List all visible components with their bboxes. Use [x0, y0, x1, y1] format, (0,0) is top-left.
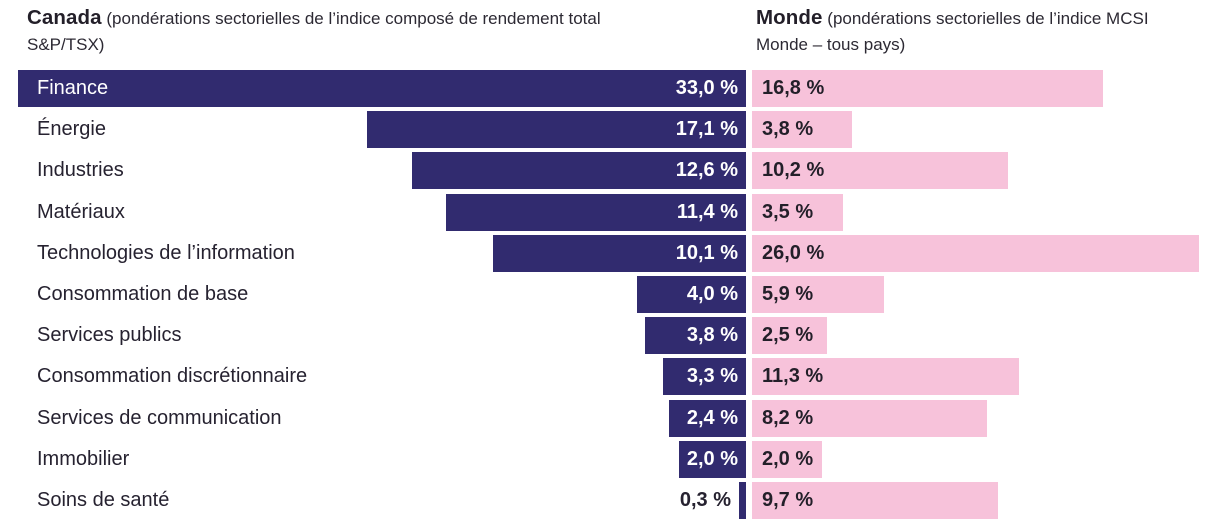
monde-bar — [752, 481, 998, 519]
monde-header: Monde (pondérations sectorielles de l’in… — [756, 5, 1202, 58]
canada-bar — [446, 193, 746, 231]
chart-row-materiaux: Matériaux 11,4 % 3,5 % — [0, 193, 1228, 231]
canada-value: 12,6 % — [675, 159, 738, 182]
sector-label: Immobilier — [37, 447, 130, 470]
sector-label: Finance — [37, 77, 109, 99]
monde-value: 8,2 % — [762, 406, 814, 429]
monde-value: 3,5 % — [762, 200, 814, 223]
monde-bar — [752, 234, 1199, 272]
monde-value: 26,0 % — [762, 241, 825, 264]
chart-row-energie: Énergie 17,1 % 3,8 % — [0, 111, 1228, 149]
canada-value: 4,0 % — [686, 282, 738, 305]
chart-row-services-communication: Services de communication 2,4 % 8,2 % — [0, 399, 1228, 437]
chart-row-services-publics: Services publics 3,8 % 2,5 % — [0, 317, 1228, 355]
canada-value: 33,0 % — [675, 77, 738, 99]
chart-row-industries: Industries 12,6 % 10,2 % — [0, 152, 1228, 190]
monde-bar — [752, 440, 822, 478]
monde-value: 3,8 % — [762, 118, 814, 141]
canada-value: 3,8 % — [686, 324, 738, 347]
chart-rows: Finance 33,0 % 16,8 % Énergie 17,1 % 3,8… — [0, 70, 1228, 523]
canada-bar — [493, 234, 746, 272]
canada-value: 0,3 % — [679, 488, 731, 511]
canada-bar — [739, 481, 746, 519]
sector-label: Matériaux — [37, 200, 125, 223]
canada-value: 11,4 % — [676, 200, 738, 223]
chart-row-consommation-discretionnaire: Consommation discrétionnaire 3,3 % 11,3 … — [0, 358, 1228, 396]
monde-bar — [752, 275, 884, 313]
monde-bar — [752, 70, 1103, 107]
canada-value: 2,4 % — [686, 406, 738, 429]
monde-value: 11,3 % — [762, 365, 824, 388]
sector-label: Énergie — [37, 118, 106, 141]
monde-bar — [752, 152, 1008, 190]
sector-label: Industries — [37, 159, 124, 182]
canada-value: 3,3 % — [686, 365, 738, 388]
monde-subtitle: (pondérations sectorielles de l’indice M… — [756, 9, 1149, 54]
canada-bar — [18, 70, 746, 107]
monde-bar — [752, 317, 827, 355]
canada-subtitle: (pondérations sectorielles de l’indice c… — [27, 9, 601, 54]
chart-row-finance: Finance 33,0 % 16,8 % — [0, 70, 1228, 107]
chart-row-immobilier: Immobilier 2,0 % 2,0 % — [0, 440, 1228, 478]
monde-value: 2,0 % — [762, 447, 814, 470]
canada-bar — [412, 152, 746, 190]
sector-label: Technologies de l’information — [37, 241, 295, 264]
monde-bar — [752, 111, 852, 149]
canada-bar — [669, 399, 746, 437]
monde-value: 2,5 % — [762, 324, 814, 347]
canada-value: 10,1 % — [675, 241, 738, 264]
monde-value: 16,8 % — [762, 77, 825, 99]
chart-row-soins-sante: Soins de santé 0,3 % 9,7 % — [0, 481, 1228, 519]
canada-bar — [637, 275, 746, 313]
monde-value: 9,7 % — [762, 488, 814, 511]
canada-header: Canada (pondérations sectorielles de l’i… — [27, 5, 659, 58]
monde-bar — [752, 399, 987, 437]
monde-value: 5,9 % — [762, 282, 814, 305]
sector-label: Soins de santé — [37, 488, 170, 511]
canada-bar — [679, 440, 746, 478]
chart-row-consommation-base: Consommation de base 4,0 % 5,9 % — [0, 275, 1228, 313]
sector-label: Services publics — [37, 324, 182, 347]
canada-title: Canada — [27, 6, 102, 29]
canada-bar — [663, 358, 746, 396]
sector-label: Consommation de base — [37, 282, 249, 305]
monde-bar — [752, 193, 843, 231]
canada-bar — [367, 111, 746, 149]
monde-value: 10,2 % — [762, 159, 825, 182]
monde-title: Monde — [756, 6, 823, 29]
sector-label: Services de communication — [37, 406, 282, 429]
canada-value: 17,1 % — [675, 118, 738, 141]
sector-label: Consommation discrétionnaire — [37, 365, 308, 388]
canada-value: 2,0 % — [686, 447, 738, 470]
canada-bar — [645, 317, 746, 355]
monde-bar — [752, 358, 1019, 396]
chart-row-technologies: Technologies de l’information 10,1 % 26,… — [0, 234, 1228, 272]
